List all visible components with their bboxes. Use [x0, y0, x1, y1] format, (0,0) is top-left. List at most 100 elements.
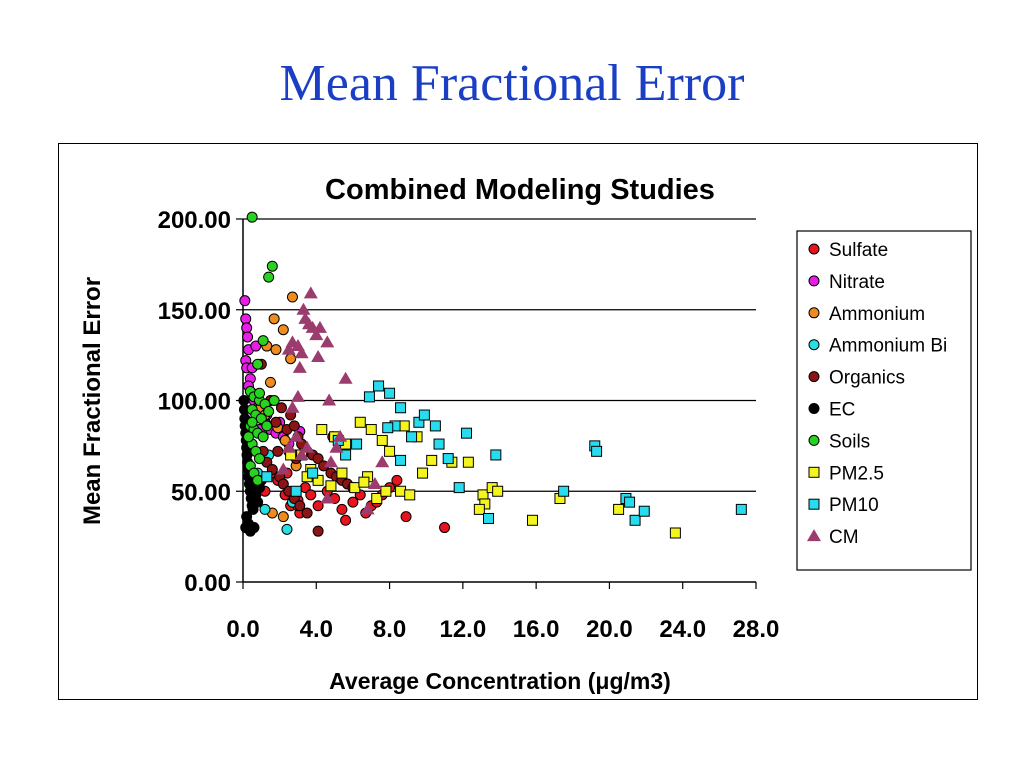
data-point-soils [257, 335, 269, 347]
data-point-cm [320, 491, 335, 504]
legend-label-pm10: PM10 [829, 495, 879, 516]
data-point-cm [294, 447, 309, 460]
data-point-organics [294, 500, 306, 512]
data-point-organics [312, 453, 324, 465]
data-point-pm10 [638, 505, 650, 517]
data-point-pm2-5 [349, 482, 361, 494]
y-tick-label: 100.00 [158, 389, 231, 416]
chart-title: Combined Modeling Studies [325, 174, 715, 206]
data-point-pm2-5 [417, 467, 429, 479]
y-tick-label: 150.00 [158, 298, 231, 325]
data-point-ec [238, 395, 250, 406]
x-tick-label: 20.0 [586, 616, 633, 643]
data-point-ammonium [264, 376, 276, 388]
data-point-pm10 [363, 391, 375, 403]
legend-label-ammonium: Ammonium [829, 304, 925, 325]
data-point-pm10 [483, 512, 495, 524]
data-point-pm10 [340, 449, 352, 461]
data-point-pm10 [558, 485, 570, 497]
data-point-pm10 [261, 471, 273, 483]
data-point-soils [246, 416, 258, 428]
data-point-ammonium [268, 313, 280, 325]
data-point-cm [320, 335, 335, 348]
y-tick-label: 0.00 [184, 570, 231, 597]
data-point-sulfate [305, 489, 317, 501]
legend-marker-pm2-5 [808, 466, 820, 478]
data-point-soils [246, 211, 258, 223]
data-point-cm [323, 455, 338, 468]
data-point-pm10 [307, 467, 319, 479]
data-point-pm10 [433, 438, 445, 450]
chart-frame: Combined Modeling Studies 0.00 50.00 100.00… [58, 143, 978, 700]
data-point-sulfate [400, 511, 412, 523]
data-point-pm10 [395, 402, 407, 414]
legend-marker-cm [807, 529, 821, 542]
slide-title: Mean Fractional Error [279, 55, 745, 112]
x-axis-label: Average Concentration (μg/m3) [329, 668, 671, 694]
data-point-cm [309, 328, 324, 341]
data-point-pm2-5 [473, 503, 485, 515]
data-point-cm [311, 349, 326, 362]
data-point-cm [296, 302, 311, 315]
data-point-cm [322, 393, 337, 406]
legend-label-ammonium-bi: Ammonium Bi [829, 336, 947, 357]
data-point-pm10 [373, 380, 385, 392]
data-point-pm2-5 [398, 420, 410, 432]
data-point-cm [367, 476, 382, 489]
data-point-pm10 [406, 431, 418, 443]
data-point-pm10 [429, 420, 441, 432]
data-point-pm10 [735, 503, 747, 515]
data-point-pm10 [453, 482, 465, 494]
data-point-pm10 [461, 427, 473, 439]
data-point-soils [242, 431, 254, 443]
legend-label-ec: EC [829, 400, 855, 421]
legend-marker-ec [808, 403, 820, 414]
data-point-sulfate [336, 503, 348, 515]
data-point-cm [300, 440, 315, 453]
x-tick-label: 8.0 [373, 616, 406, 643]
data-point-pm2-5 [325, 480, 337, 492]
data-point-soils [253, 387, 265, 399]
legend-marker-ammonium-bi [808, 339, 820, 351]
data-point-organics [272, 445, 284, 457]
legend-label-cm: CM [829, 527, 859, 548]
legend-marker-ammonium [808, 307, 820, 319]
data-point-soils [253, 453, 265, 465]
data-point-pm2-5 [426, 454, 438, 466]
data-point-ammonium [277, 511, 289, 523]
x-tick-label: 0.0 [226, 616, 259, 643]
data-point-cm [338, 371, 353, 384]
data-point-cm [292, 360, 307, 373]
legend-label-sulfate: Sulfate [829, 240, 888, 261]
data-point-sulfate [391, 474, 403, 486]
data-point-pm2-5 [669, 527, 681, 539]
legend [796, 230, 972, 571]
data-point-pm10 [395, 454, 407, 466]
data-point-cm [290, 389, 305, 402]
data-point-organics [275, 402, 287, 414]
data-point-pm2-5 [336, 467, 348, 479]
data-point-pm10 [384, 387, 396, 399]
data-point-soils [263, 405, 275, 417]
data-point-pm10 [624, 496, 636, 508]
legend-label-soils: Soils [829, 431, 870, 452]
data-point-pm2-5 [358, 476, 370, 488]
data-point-nitrate [240, 313, 252, 325]
data-point-pm2-5 [404, 489, 416, 501]
data-point-cm [294, 346, 309, 359]
data-point-pm10 [442, 453, 454, 465]
data-point-cm [281, 440, 296, 453]
data-point-pm2-5 [380, 485, 392, 497]
data-point-soils [263, 271, 275, 283]
data-point-pm2-5 [613, 503, 625, 515]
scatter-chart: Combined Modeling Studies 0.00 50.00 100.00… [79, 174, 972, 694]
data-point-soils [255, 413, 267, 425]
legend-label-nitrate: Nitrate [829, 272, 885, 293]
data-point-cm [289, 429, 304, 442]
x-tick-label: 28.0 [733, 616, 780, 643]
data-point-pm2-5 [526, 514, 538, 526]
data-point-pm2-5 [354, 416, 366, 428]
data-point-ammonium-bi [281, 523, 293, 535]
data-point-pm10 [351, 438, 363, 450]
data-point-pm2-5 [365, 424, 377, 436]
